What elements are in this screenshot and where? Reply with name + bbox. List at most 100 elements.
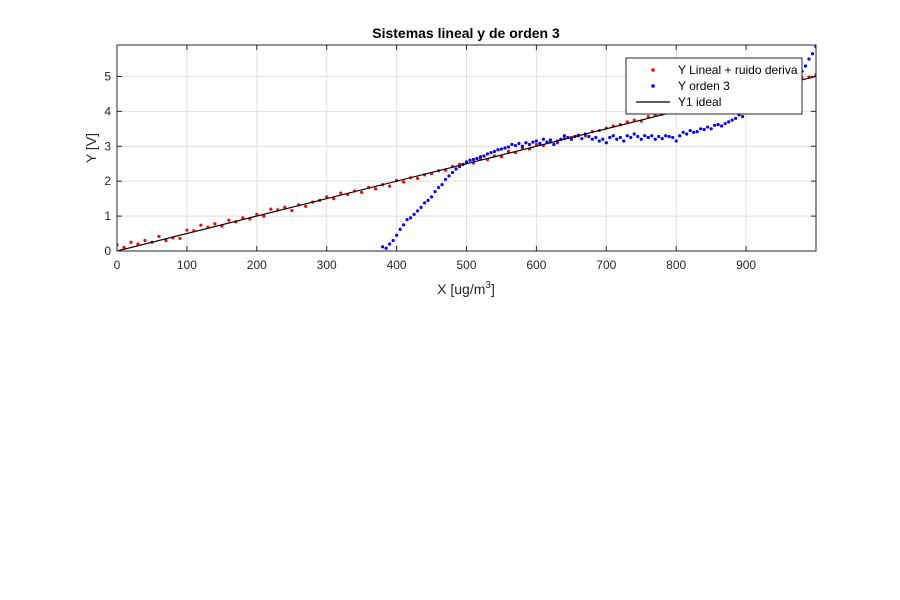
point-y-orden3 (482, 154, 486, 158)
legend-dot-swatch (651, 84, 655, 88)
y-tick-label: 5 (104, 69, 111, 83)
point-y-orden3 (706, 125, 710, 129)
point-y-orden3 (807, 57, 811, 61)
point-y-orden3 (741, 114, 745, 119)
point-y-orden3 (569, 137, 573, 141)
point-y-orden3 (440, 183, 444, 187)
point-y-orden3 (381, 245, 385, 249)
point-y-orden3 (510, 142, 514, 147)
point-y-orden3 (527, 142, 532, 147)
point-y-lineal (332, 197, 336, 201)
point-y-orden3 (587, 134, 591, 139)
point-y-orden3 (657, 134, 661, 139)
point-y-orden3 (692, 130, 696, 134)
y-tick-label: 4 (104, 104, 111, 118)
point-y-lineal (241, 216, 245, 220)
point-y-orden3 (681, 130, 685, 134)
point-y-orden3 (499, 147, 504, 151)
point-y-orden3 (636, 134, 640, 139)
point-y-orden3 (426, 198, 430, 202)
point-y-orden3 (716, 123, 720, 127)
x-tick-label: 100 (177, 258, 197, 272)
point-y-orden3 (625, 134, 629, 138)
point-y-lineal (185, 228, 189, 232)
point-y-orden3 (412, 212, 416, 216)
point-y-orden3 (468, 158, 472, 162)
point-y-orden3 (478, 155, 483, 159)
point-y-orden3 (667, 134, 671, 139)
point-y-orden3 (517, 141, 521, 146)
point-y-orden3 (597, 139, 601, 143)
point-y-lineal (129, 240, 133, 244)
point-y-orden3 (415, 209, 420, 213)
legend-entry-label: Y orden 3 (678, 79, 730, 93)
point-y-orden3 (443, 177, 448, 182)
point-y-lineal (506, 149, 511, 154)
y-tick-label: 1 (104, 209, 111, 223)
point-y-orden3 (422, 201, 427, 205)
x-tick-label: 800 (666, 258, 686, 272)
x-tick-label: 0 (114, 258, 121, 272)
point-y-orden3 (429, 195, 434, 199)
x-axis-ticks: 0 100 200 300 400 500 600 700 800 900 (114, 45, 756, 272)
point-y-orden3 (632, 132, 636, 136)
point-y-lineal (122, 245, 126, 250)
x-tick-label: 500 (456, 258, 476, 272)
point-y-lineal (374, 187, 378, 191)
point-y-orden3 (388, 242, 392, 246)
point-y-lineal (262, 214, 266, 218)
point-y-orden3 (419, 205, 423, 209)
point-y-orden3 (531, 140, 535, 144)
point-y-orden3 (384, 246, 388, 250)
point-y-orden3 (650, 134, 654, 138)
legend-dot-swatch (651, 68, 655, 72)
point-y-orden3 (695, 129, 699, 134)
point-y-orden3 (604, 141, 608, 145)
point-y-orden3 (678, 134, 682, 138)
point-y-orden3 (803, 64, 808, 68)
point-y-orden3 (496, 148, 500, 152)
point-y-orden3 (629, 135, 633, 140)
x-tick-label: 900 (736, 258, 756, 272)
point-y-orden3 (513, 143, 518, 148)
point-y-orden3 (590, 137, 594, 141)
point-y-orden3 (611, 134, 615, 138)
point-y-orden3 (541, 137, 545, 141)
point-y-lineal (164, 238, 168, 243)
point-y-orden3 (485, 152, 490, 156)
point-y-orden3 (454, 167, 458, 171)
point-y-orden3 (534, 139, 539, 143)
point-y-lineal (178, 236, 182, 241)
point-y-orden3 (664, 134, 668, 138)
point-y-orden3 (492, 149, 497, 154)
point-y-lineal (157, 234, 161, 238)
point-y-orden3 (730, 118, 734, 122)
x-tick-label: 400 (387, 258, 407, 272)
point-y-orden3 (615, 137, 619, 141)
point-y-lineal (304, 204, 308, 208)
point-y-lineal (227, 218, 231, 222)
point-y-orden3 (699, 127, 703, 131)
point-y-lineal (255, 212, 259, 216)
point-y-lineal (388, 184, 392, 188)
point-y-orden3 (408, 216, 413, 220)
point-y-orden3 (395, 233, 399, 237)
y-tick-label: 3 (104, 139, 111, 153)
x-tick-label: 200 (247, 258, 267, 272)
point-y-orden3 (639, 137, 643, 141)
point-y-orden3 (723, 121, 727, 126)
point-y-lineal (269, 207, 273, 211)
x-axis-label-tail: ] (491, 281, 495, 297)
point-y-lineal (283, 205, 287, 209)
point-y-lineal (325, 195, 329, 199)
point-y-orden3 (489, 150, 493, 155)
point-y-orden3 (643, 134, 647, 138)
point-y-orden3 (608, 135, 612, 140)
x-axis-label: X [ug/m3] (437, 280, 495, 297)
point-y-lineal (290, 208, 294, 213)
point-y-lineal (632, 118, 636, 122)
point-y-lineal (499, 155, 504, 159)
point-y-orden3 (618, 135, 622, 140)
point-y-orden3 (436, 185, 441, 190)
